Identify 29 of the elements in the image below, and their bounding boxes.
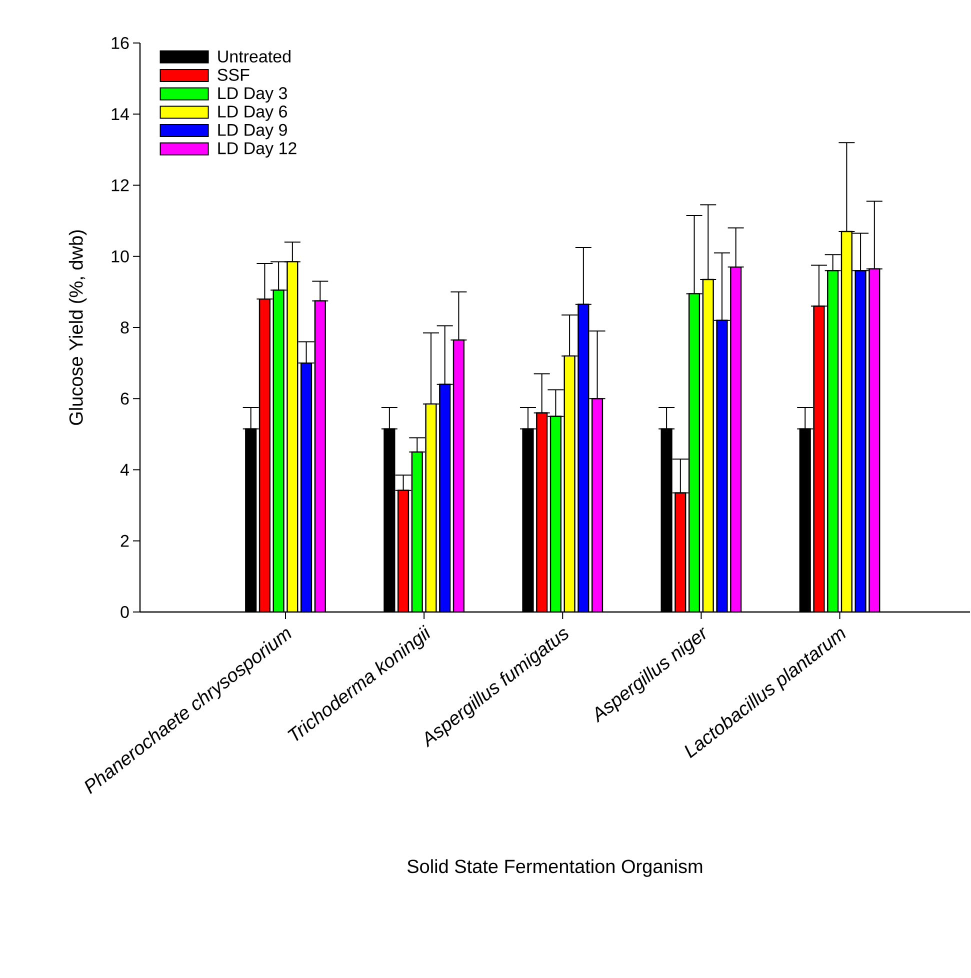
legend-label: LD Day 3 [218,87,287,103]
y-tick-label: 2 [120,534,129,547]
bar [301,363,312,612]
legend-label: Untreated [218,50,290,63]
y-axis-title: Glucose Yield (%, dwb) [68,230,87,425]
bar [440,384,450,612]
bar [689,294,700,612]
y-tick-label: 16 [112,36,129,50]
bar [260,299,270,612]
bar [840,230,852,612]
x-axis-title: Solid State Fermentation Organism [407,859,702,877]
y-tick-label: 12 [112,179,129,192]
bar [536,412,548,612]
y-tick-label: 14 [112,108,129,120]
legend-label: LD Day 12 [218,142,296,158]
y-tick-label: 0 [120,606,129,618]
bar [827,270,839,612]
y-tick-label: 10 [112,250,129,262]
legend-label: LD Day 9 [218,124,287,140]
bar [550,416,561,612]
y-tick-label: 8 [120,321,129,334]
bar [592,398,602,612]
bar [730,267,742,612]
bar [398,490,408,612]
legend-label: SSF [218,68,250,81]
legend-label: LD Day 6 [218,106,287,121]
bar [454,340,464,612]
y-tick-label: 4 [120,464,129,476]
y-tick-label: 6 [120,392,129,405]
